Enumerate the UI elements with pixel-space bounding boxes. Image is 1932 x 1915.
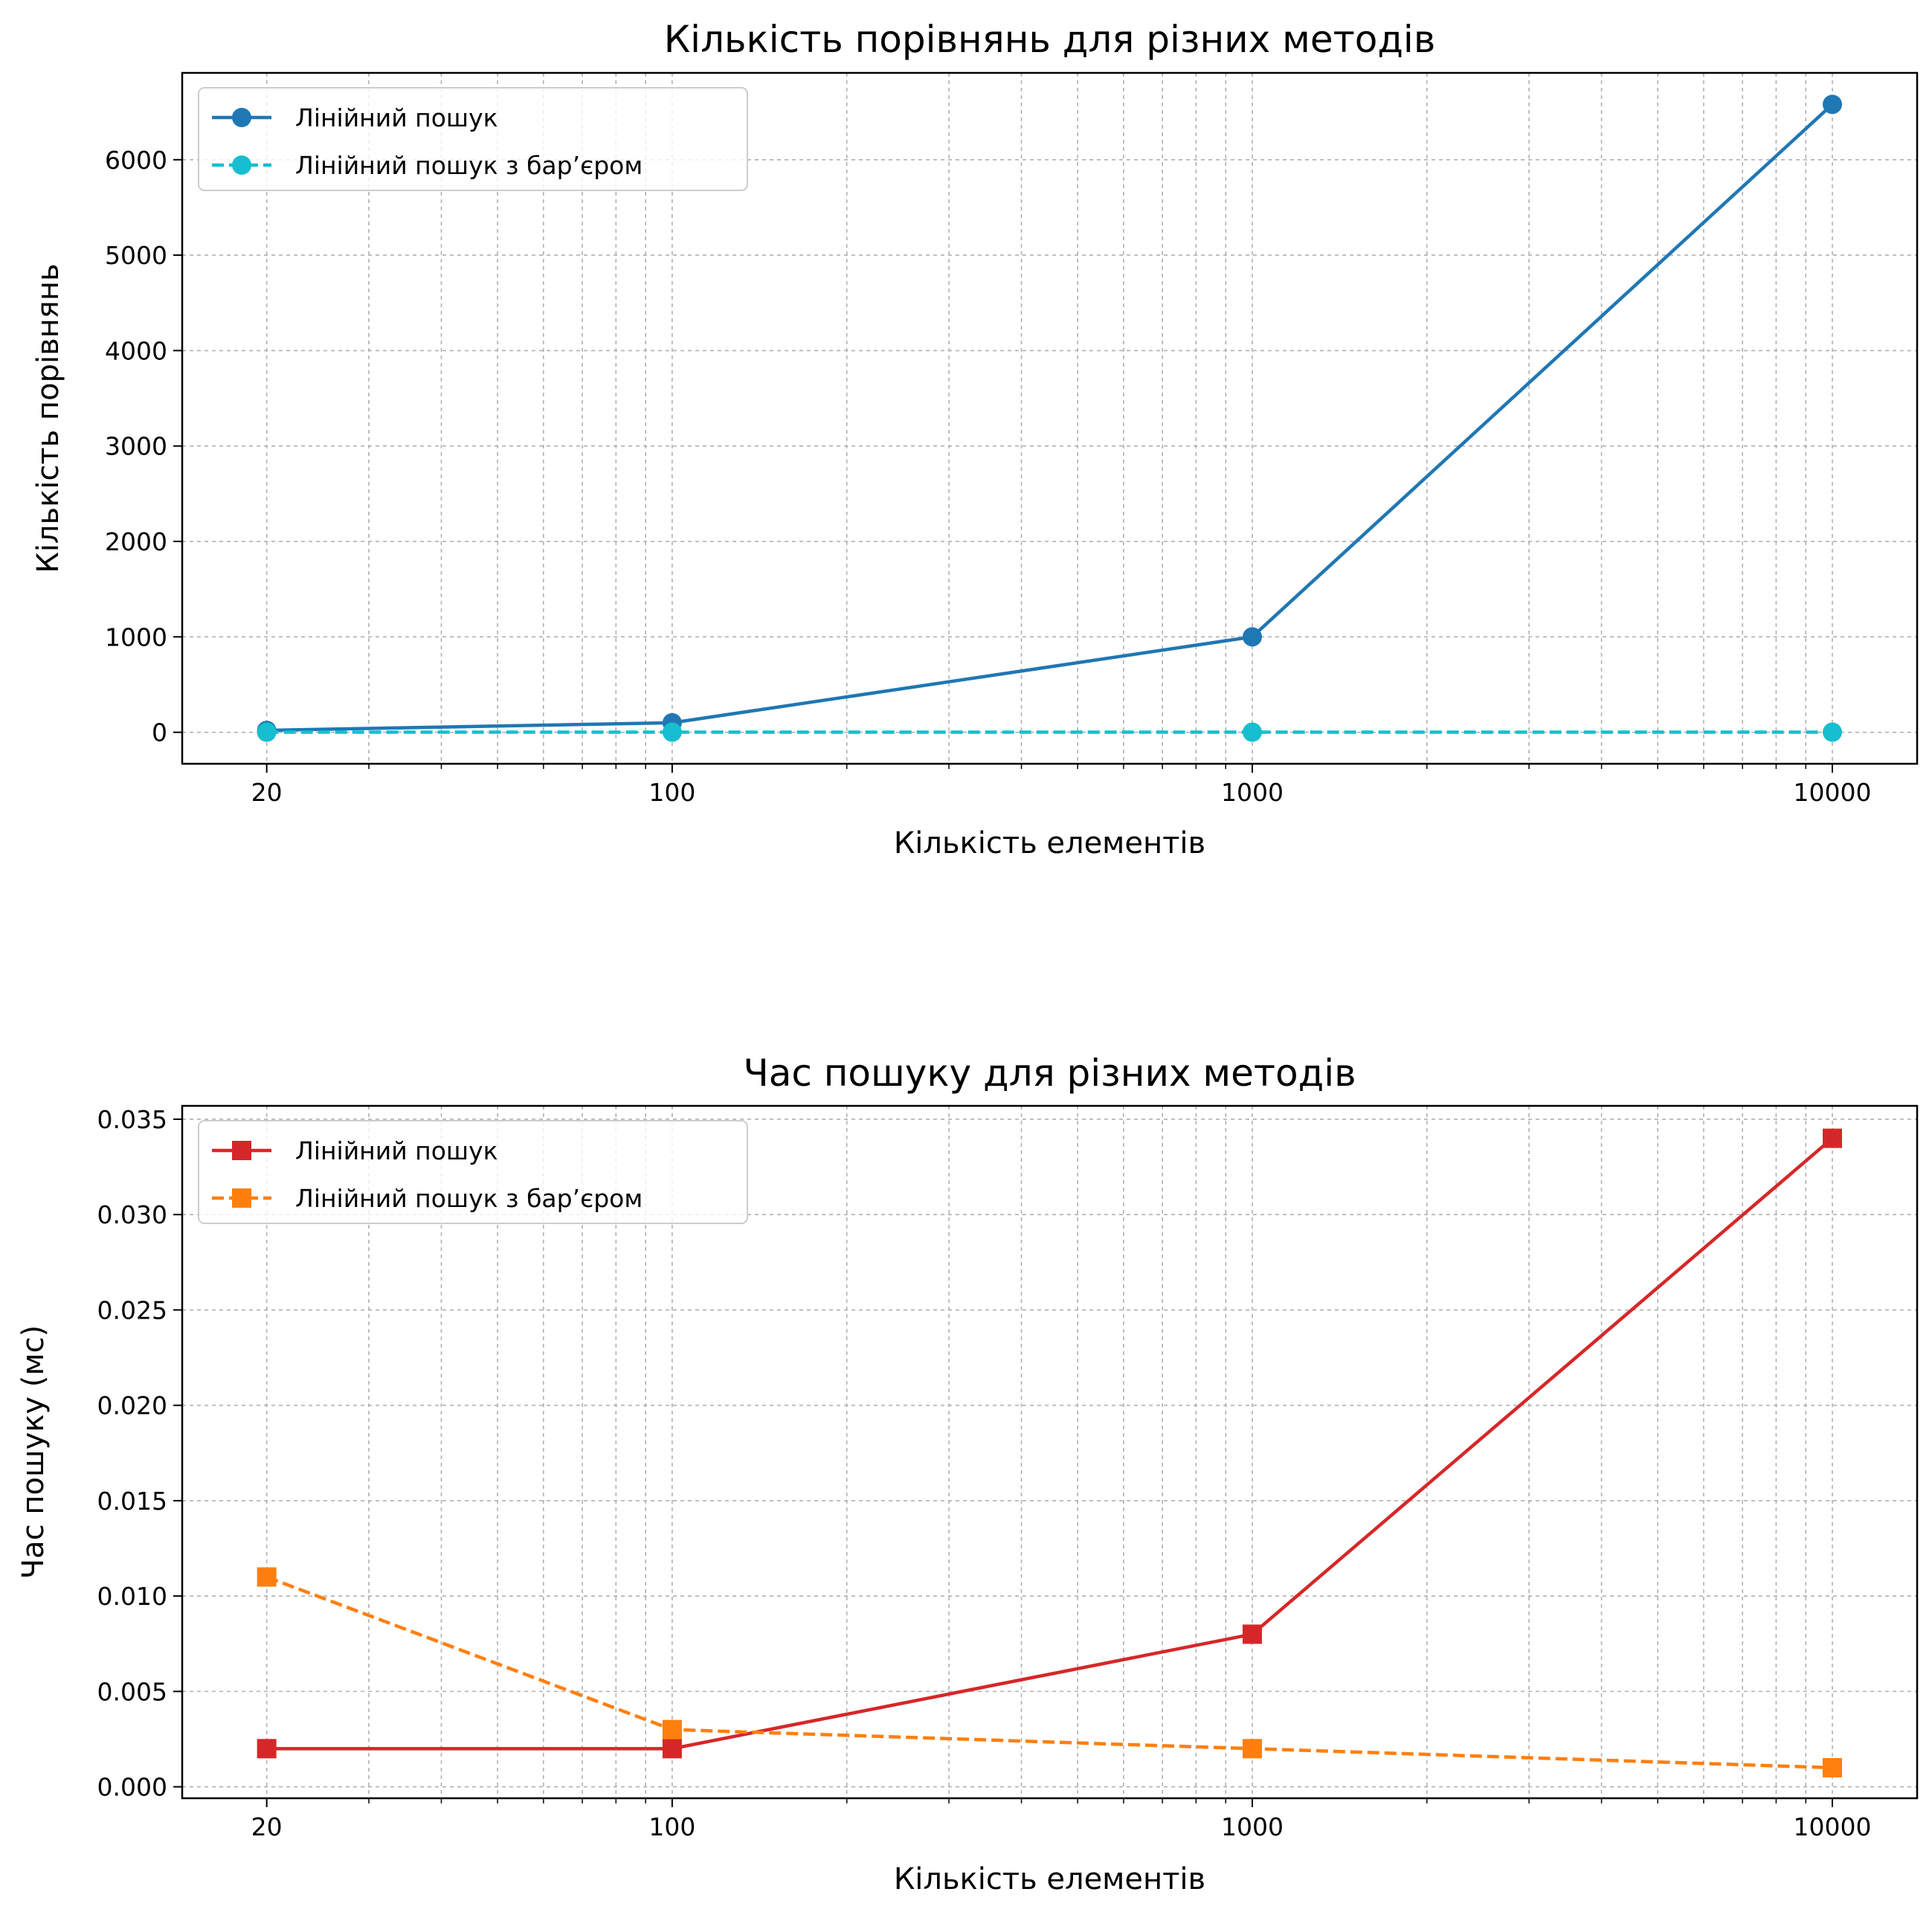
y-axis-ticks: 0 1000 2000 3000 4000 5000 6000 <box>105 146 1917 747</box>
series-linear-search-sentinel <box>257 722 1843 742</box>
x-tick-label: 1000 <box>1221 778 1284 807</box>
y-tick-label: 1000 <box>105 622 167 651</box>
data-point <box>1823 1757 1843 1777</box>
y-tick-label: 0 <box>152 718 167 747</box>
y-tick-label: 0.005 <box>97 1677 167 1706</box>
data-point <box>257 1567 277 1587</box>
data-point <box>662 722 682 742</box>
legend-marker <box>232 1188 251 1208</box>
y-axis-ticks: 0.000 0.005 0.010 0.015 0.020 0.025 0.030 0.035 <box>97 1105 1917 1802</box>
series-linear-search <box>257 1128 1843 1759</box>
x-tick-label: 10000 <box>1794 1812 1872 1841</box>
data-point <box>257 1739 277 1759</box>
comparisons-chart: 20 100 1000 10000 0 1000 2000 3000 4000 5000 6000 К… <box>31 18 1919 860</box>
y-tick-label: 4000 <box>105 336 167 365</box>
legend-marker <box>232 1141 251 1160</box>
y-tick-label: 6000 <box>105 146 167 175</box>
x-tick-label: 100 <box>648 778 695 807</box>
y-axis-label: Час пошуку (мс) <box>16 1325 51 1579</box>
chart-title: Кількість порівнянь для різних методів <box>664 18 1436 61</box>
x-axis-label: Кількість елементів <box>894 1862 1205 1896</box>
series-line <box>266 1136 1834 1751</box>
y-tick-label: 0.015 <box>97 1487 167 1516</box>
x-axis-ticks: 20 100 1000 10000 <box>251 73 1872 807</box>
legend-marker <box>232 155 251 175</box>
data-point <box>1242 1624 1262 1644</box>
y-tick-label: 5000 <box>105 241 167 270</box>
data-point <box>1823 722 1843 742</box>
y-tick-label: 0.030 <box>97 1200 167 1229</box>
plot-frame <box>181 71 1919 765</box>
x-axis-ticks: 20 100 1000 10000 <box>251 1106 1872 1841</box>
legend-marker <box>232 108 251 127</box>
legend: Лінійний пошук Лінійний пошук з бар’єром <box>198 1120 748 1224</box>
y-tick-label: 0.000 <box>97 1773 167 1802</box>
y-tick-label: 0.035 <box>97 1105 167 1134</box>
data-point <box>1242 1739 1262 1759</box>
legend-box <box>198 87 748 191</box>
y-tick-label: 0.025 <box>97 1296 167 1325</box>
search-time-chart: 20 100 1000 100000.0000.0050.0100.0150.0200… <box>16 1052 1919 1896</box>
x-axis-label: Кількість елементів <box>894 826 1205 860</box>
series-linear-search-sentinel <box>257 1567 1843 1777</box>
series-line <box>266 103 1834 733</box>
x-tick-label: 10000 <box>1794 778 1872 807</box>
y-tick-label: 3000 <box>105 432 167 461</box>
x-tick-label: 20 <box>251 1812 283 1841</box>
chart-title: Час пошуку для різних методів <box>743 1052 1356 1095</box>
plot-frame <box>181 1104 1919 1800</box>
data-point <box>1242 722 1262 742</box>
legend-label: Лінійний пошук <box>295 1136 498 1165</box>
data-point <box>1823 94 1843 115</box>
legend: Лінійний пошук Лінійний пошук з бар’єром <box>198 87 748 191</box>
data-point <box>1823 1128 1843 1148</box>
data-point <box>662 1719 682 1739</box>
y-tick-label: 2000 <box>105 527 167 556</box>
y-tick-label: 0.010 <box>97 1582 167 1611</box>
legend-label: Лінійний пошук з бар’єром <box>295 1184 643 1213</box>
x-tick-label: 1000 <box>1221 1812 1284 1841</box>
x-tick-label: 100 <box>648 1812 695 1841</box>
legend-label: Лінійний пошук з бар’єром <box>295 151 643 180</box>
series-linear-search <box>257 94 1843 741</box>
legend-box <box>198 1120 748 1224</box>
y-tick-label: 0.020 <box>97 1391 167 1420</box>
x-tick-label: 20 <box>251 778 283 807</box>
series-line <box>265 1575 1833 1770</box>
data-point <box>1242 627 1262 647</box>
data-point <box>257 722 277 742</box>
legend-label: Лінійний пошук <box>295 103 498 132</box>
data-point <box>662 1739 682 1759</box>
y-axis-label: Кількість порівнянь <box>31 263 65 573</box>
